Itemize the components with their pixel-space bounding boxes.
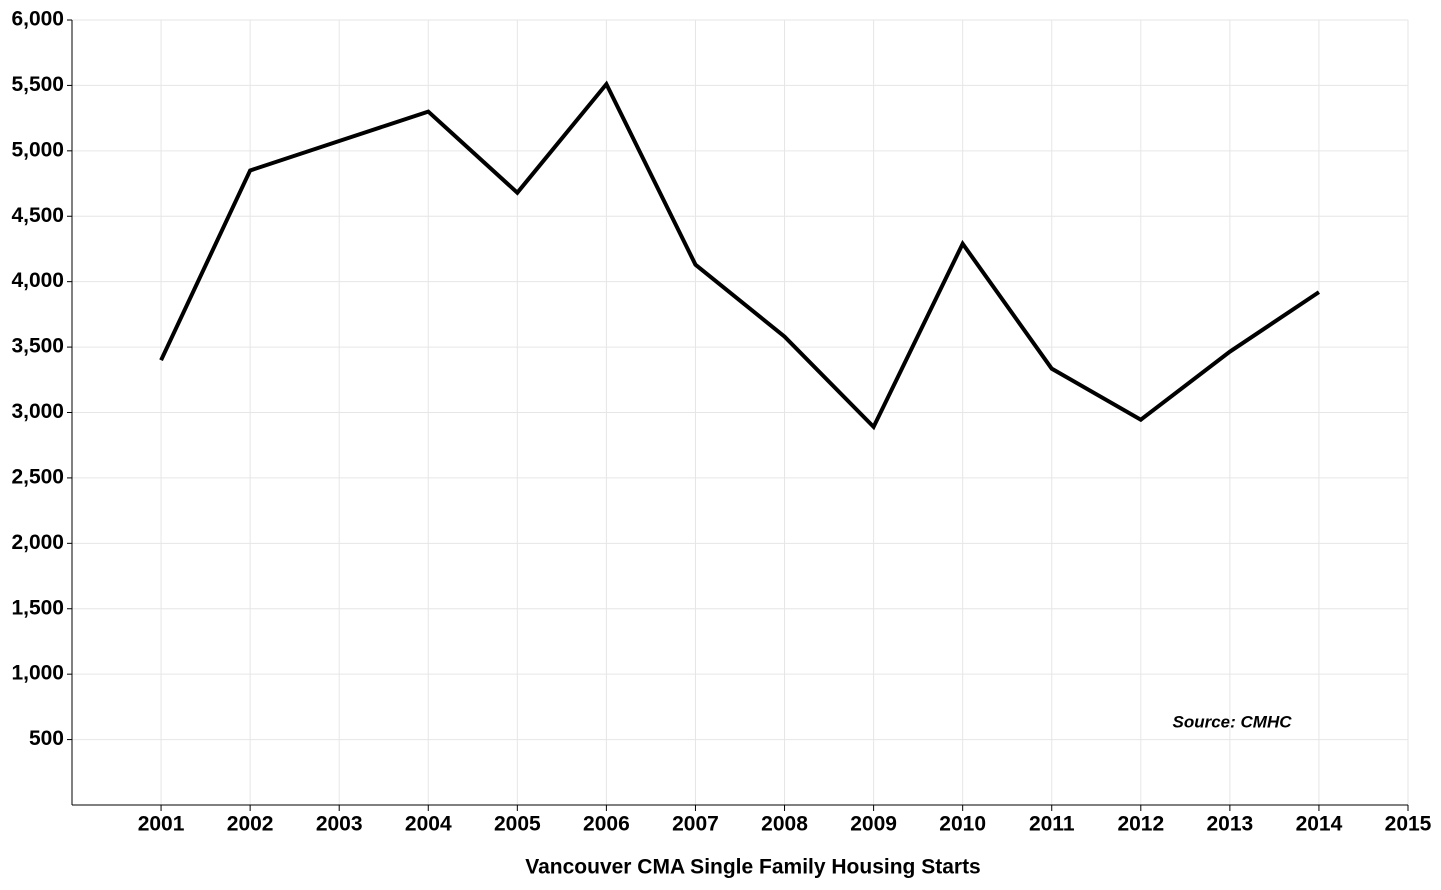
x-tick-label: 2001 [138, 813, 185, 836]
x-tick-label: 2006 [583, 813, 630, 836]
x-tick-label: 2007 [672, 813, 719, 836]
x-tick-label: 2014 [1296, 813, 1343, 836]
x-tick-label: 2013 [1207, 813, 1254, 836]
x-tick-label: 2002 [227, 813, 274, 836]
y-tick-label: 2,000 [11, 531, 64, 554]
x-tick-label: 2005 [494, 813, 541, 836]
x-tick-label: 2010 [939, 813, 986, 836]
y-tick-label: 4,500 [11, 204, 64, 227]
y-tick-label: 5,000 [11, 138, 64, 161]
x-tick-label: 2009 [850, 813, 897, 836]
y-tick-label: 500 [29, 727, 64, 750]
x-tick-label: 2004 [405, 813, 452, 836]
y-tick-label: 4,000 [11, 269, 64, 292]
chart-title: Vancouver CMA Single Family Housing Star… [525, 856, 981, 879]
x-tick-label: 2012 [1117, 813, 1164, 836]
x-tick-label: 2003 [316, 813, 363, 836]
y-tick-label: 3,500 [11, 335, 64, 358]
y-tick-label: 1,500 [11, 596, 64, 619]
line-series [159, 80, 1321, 431]
x-tick-label: 2008 [761, 813, 808, 836]
x-tick-label: 2011 [1029, 813, 1075, 836]
annotation: Source: CMHC [1172, 712, 1292, 731]
y-tick-label: 3,000 [11, 400, 64, 423]
y-tick-label: 1,000 [11, 662, 64, 685]
x-tick-label: 2015 [1385, 813, 1432, 836]
y-tick-label: 2,500 [11, 465, 64, 488]
y-tick-label: 5,500 [11, 73, 64, 96]
y-tick-label: 6,000 [11, 8, 64, 31]
